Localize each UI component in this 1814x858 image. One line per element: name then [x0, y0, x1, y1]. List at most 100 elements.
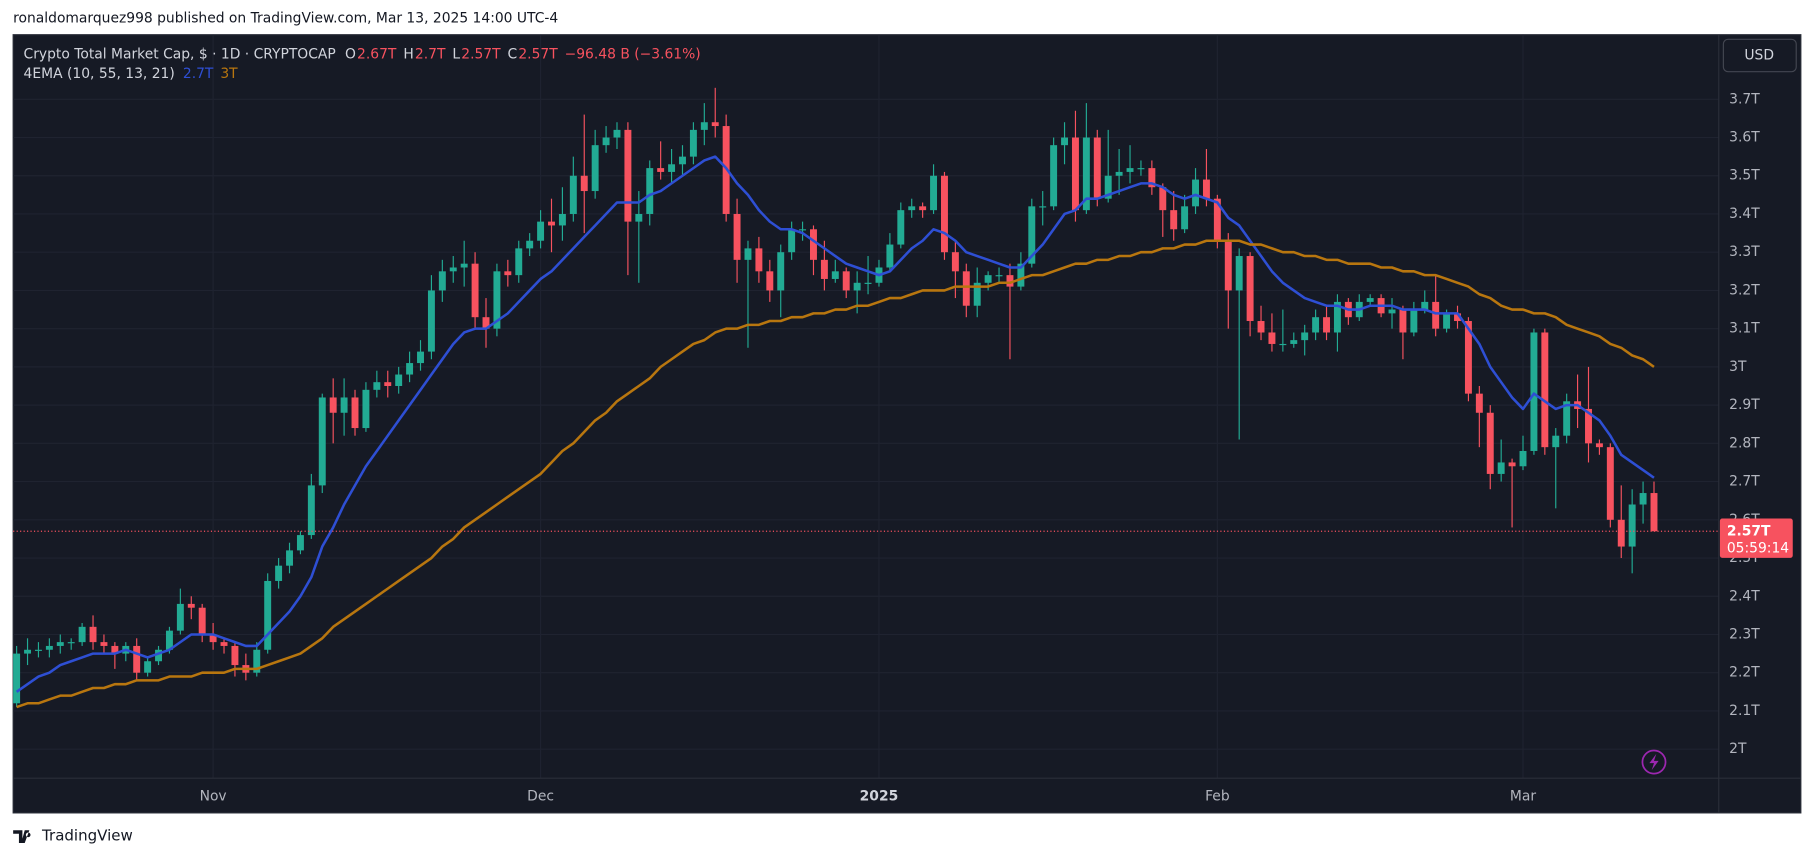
y-tick-label: 2.9T: [1729, 397, 1760, 413]
candle-body: [973, 282, 981, 306]
candle-body: [591, 145, 599, 192]
candle-body: [471, 263, 479, 318]
candle-body: [1497, 462, 1505, 474]
candle-body: [482, 317, 490, 329]
candle-body: [1508, 462, 1516, 467]
logo-mark: [13, 830, 31, 843]
ohlc-value: 2.67T: [357, 46, 397, 62]
candle-body: [1006, 275, 1014, 287]
candle-body: [1443, 313, 1451, 329]
candle-body: [526, 240, 534, 249]
candle-body: [67, 642, 75, 644]
candle-body: [351, 397, 359, 429]
candle-body: [930, 175, 938, 211]
candle-body: [100, 642, 108, 646]
y-tick-label: 2.1T: [1729, 703, 1760, 719]
candle-body: [1410, 309, 1418, 333]
candle-body: [951, 252, 959, 272]
candle-body: [504, 271, 512, 276]
candle-body: [668, 164, 676, 172]
candle-body: [1202, 179, 1210, 199]
candle-body: [1606, 447, 1614, 520]
currency-button-box[interactable]: [1722, 38, 1797, 73]
candle-body: [624, 129, 632, 222]
candle-body: [264, 580, 272, 650]
candle-body: [689, 129, 697, 157]
candle-body: [886, 244, 894, 268]
candle-body: [984, 275, 992, 283]
alert-bolt[interactable]: [1649, 753, 1659, 771]
y-tick-label: 2T: [1729, 741, 1747, 757]
y-tick-label: 3.4T: [1729, 206, 1760, 222]
candle-body: [286, 550, 293, 566]
y-tick-label: 2.2T: [1729, 665, 1760, 681]
candle-body: [820, 259, 828, 279]
candle-body: [613, 129, 621, 138]
candle-body: [417, 351, 424, 364]
candle-body: [1323, 317, 1330, 333]
y-tick-label: 3.6T: [1729, 130, 1760, 146]
candle-body: [1224, 240, 1232, 291]
ohlc-value: 2.57T: [461, 46, 501, 62]
candle-body: [13, 653, 21, 704]
candle-body: [1366, 298, 1374, 302]
candle-body: [1399, 309, 1407, 333]
ohlc-key: H: [403, 46, 413, 62]
candle-body: [24, 649, 32, 654]
candle-body: [1071, 137, 1079, 211]
change-value: −96.48 B (−3.61%): [565, 46, 701, 62]
candle-body: [34, 649, 42, 651]
indicator-name: 4EMA (10, 55, 13, 21): [24, 66, 175, 82]
candle-body: [1050, 145, 1058, 207]
candle-body: [1541, 332, 1549, 448]
candle-body: [384, 382, 392, 386]
candle-body: [646, 168, 654, 214]
candle-body: [165, 630, 173, 650]
candle-body: [1246, 256, 1254, 322]
publish-header: ronaldomarquez998 published on TradingVi…: [13, 11, 558, 27]
candle-body: [1312, 317, 1320, 333]
candle-body: [406, 363, 414, 375]
candle-body: [515, 248, 523, 276]
y-tick-label: 2.4T: [1729, 588, 1760, 604]
candle-body: [493, 271, 501, 329]
candle-body: [111, 645, 119, 654]
candle-body: [940, 175, 948, 253]
candle-body: [1082, 137, 1090, 211]
candle-body: [1148, 168, 1156, 188]
candle-body: [558, 213, 566, 226]
candle-body: [1388, 309, 1396, 314]
candle-body: [395, 374, 403, 386]
candle-body: [1213, 198, 1221, 241]
currency-label[interactable]: USD: [1744, 48, 1774, 64]
alert-circle[interactable]: [1641, 749, 1667, 775]
candle-body: [1595, 443, 1603, 448]
candle-body: [1039, 206, 1047, 208]
candle-body: [56, 642, 64, 646]
x-tick-label: Nov: [200, 789, 227, 805]
candle-body: [711, 122, 719, 127]
candle-body: [275, 565, 283, 581]
candle-body: [777, 252, 785, 291]
alert-icon[interactable]: [1641, 749, 1667, 775]
candle-body: [1628, 504, 1636, 547]
candle-body: [580, 175, 588, 192]
currency-button[interactable]: USD: [1722, 38, 1797, 73]
ohlc-key: L: [452, 46, 460, 62]
candle-body: [766, 271, 774, 291]
candle-body: [1115, 171, 1123, 176]
candle-body: [1192, 179, 1199, 207]
ohlc-key: O: [345, 46, 356, 62]
candle-body: [89, 626, 97, 643]
candle-body: [1333, 301, 1341, 333]
y-tick-label: 3.2T: [1729, 282, 1760, 298]
candle-body: [1235, 256, 1243, 291]
candle-body: [155, 649, 162, 662]
candle-body: [853, 282, 861, 291]
y-tick-label: 3.3T: [1729, 244, 1760, 260]
candle-body: [1159, 187, 1167, 211]
candle-body: [755, 248, 763, 272]
x-tick-label: 2025: [860, 789, 899, 805]
candle-body: [176, 603, 184, 631]
x-tick-label: Mar: [1510, 789, 1536, 805]
